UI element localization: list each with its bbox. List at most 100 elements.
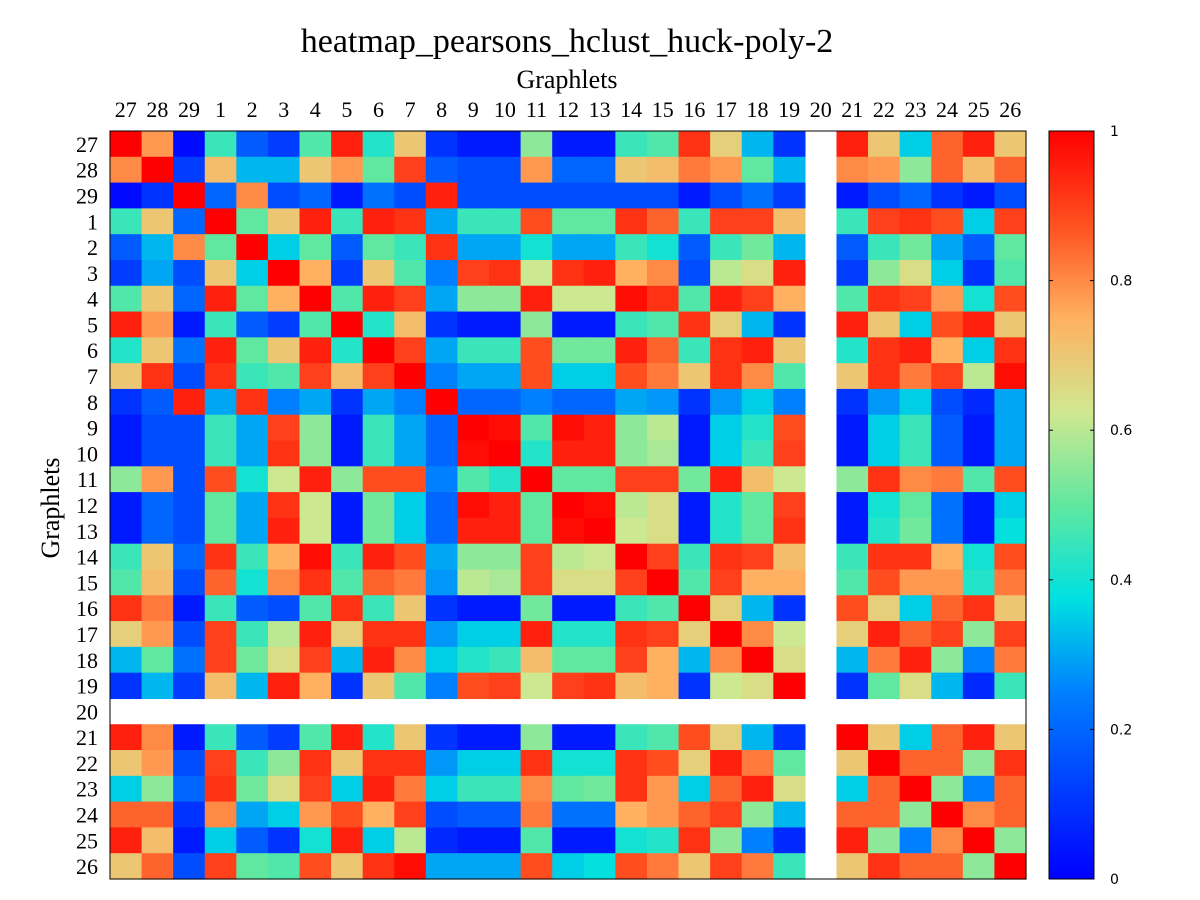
heatmap-cell <box>741 363 774 390</box>
heatmap-cell <box>741 234 774 261</box>
heatmap-cell <box>299 466 332 493</box>
heatmap-cell <box>710 517 743 545</box>
heatmap-cell <box>331 646 364 674</box>
heatmap-cell <box>362 337 395 364</box>
y-tick-label: 7 <box>87 364 98 389</box>
heatmap-cell <box>204 827 237 854</box>
heatmap-cell <box>836 543 869 571</box>
heatmap-cell <box>583 337 616 364</box>
heatmap-cell <box>394 208 427 235</box>
y-tick-label: 15 <box>76 570 98 595</box>
heatmap-cell <box>299 208 332 235</box>
y-tick-label: 14 <box>76 545 98 570</box>
heatmap-cell <box>899 672 932 700</box>
heatmap-cell <box>836 517 869 545</box>
heatmap-cell <box>836 853 869 880</box>
heatmap-cell <box>583 440 616 467</box>
heatmap-cell <box>394 311 427 338</box>
heatmap-cell <box>962 440 996 467</box>
x-tick-label: 27 <box>115 97 137 122</box>
heatmap-cell <box>362 363 395 390</box>
heatmap-cell <box>741 388 774 416</box>
heatmap-cell <box>741 466 774 493</box>
heatmap-cell <box>489 595 522 622</box>
heatmap-cell <box>552 234 585 261</box>
heatmap-cell <box>299 285 332 313</box>
heatmap-cell <box>362 440 395 467</box>
heatmap-cell <box>741 621 774 648</box>
heatmap-cell <box>394 414 427 442</box>
heatmap-cell <box>110 156 143 184</box>
heatmap-cell <box>899 492 932 519</box>
heatmap-cell <box>331 750 364 777</box>
heatmap-cell <box>899 543 932 571</box>
heatmap-cell <box>646 337 680 364</box>
heatmap-cell <box>110 801 143 829</box>
heatmap-cell <box>962 414 996 442</box>
heatmap-cell <box>552 621 585 648</box>
heatmap-cell <box>110 724 143 751</box>
heatmap-cell <box>267 724 301 751</box>
x-tick-label: 20 <box>810 97 832 122</box>
heatmap-cell <box>678 672 711 700</box>
heatmap-cell <box>362 595 395 622</box>
heatmap-cell <box>678 827 711 854</box>
heatmap-cell <box>425 672 459 700</box>
heatmap-cell <box>552 337 585 364</box>
heatmap-cell <box>236 156 269 184</box>
heatmap-cell <box>836 311 869 338</box>
heatmap-cell <box>236 801 269 829</box>
heatmap-cell <box>646 853 680 880</box>
heatmap-cell <box>994 724 1027 751</box>
heatmap-cell <box>299 259 332 287</box>
heatmap-cell <box>331 208 364 235</box>
colorbar-tick-label: 0.8 <box>1110 274 1132 290</box>
x-tick-label: 19 <box>778 97 800 122</box>
x-tick-label: 14 <box>620 97 642 122</box>
heatmap-cell <box>741 182 774 209</box>
heatmap-cell <box>394 801 427 829</box>
heatmap-cell <box>678 853 711 880</box>
heatmap-cell <box>236 646 269 674</box>
x-axis-label: Graphlets <box>516 65 617 94</box>
heatmap-cell <box>994 750 1027 777</box>
heatmap-cell <box>520 234 553 261</box>
y-tick-label: 4 <box>87 287 98 312</box>
heatmap-cell <box>646 672 680 700</box>
heatmap-cell <box>425 621 459 648</box>
x-tick-label: 13 <box>589 97 611 122</box>
heatmap-cell <box>110 672 143 700</box>
heatmap-cell <box>836 131 869 158</box>
heatmap-cell <box>489 672 522 700</box>
heatmap-cell <box>110 414 143 442</box>
heatmap-cell <box>204 672 237 700</box>
y-tick-label: 22 <box>76 751 98 776</box>
heatmap-cell <box>931 208 964 235</box>
heatmap-cell <box>868 285 901 313</box>
heatmap-cell <box>773 569 806 596</box>
heatmap-cell <box>141 517 174 545</box>
heatmap-cell <box>425 466 459 493</box>
heatmap-cell <box>141 569 174 596</box>
heatmap-cell <box>710 337 743 364</box>
heatmap-cell <box>457 337 490 364</box>
heatmap-cell <box>489 621 522 648</box>
heatmap-cell <box>267 853 301 880</box>
heatmap-cell <box>678 208 711 235</box>
heatmap-cell <box>552 492 585 519</box>
heatmap-cell <box>583 750 616 777</box>
heatmap-cell <box>836 259 869 287</box>
heatmap-cell <box>489 543 522 571</box>
heatmap-cell <box>520 259 553 287</box>
x-tick-label: 24 <box>936 97 958 122</box>
heatmap-cell <box>267 646 301 674</box>
heatmap-cell <box>394 827 427 854</box>
heatmap-cell <box>994 621 1027 648</box>
heatmap-cell <box>362 827 395 854</box>
heatmap-cell <box>457 569 490 596</box>
heatmap-cell <box>489 646 522 674</box>
heatmap-cell <box>868 621 901 648</box>
heatmap-cell <box>267 156 301 184</box>
heatmap-cell <box>141 156 174 184</box>
heatmap-cell <box>836 750 869 777</box>
